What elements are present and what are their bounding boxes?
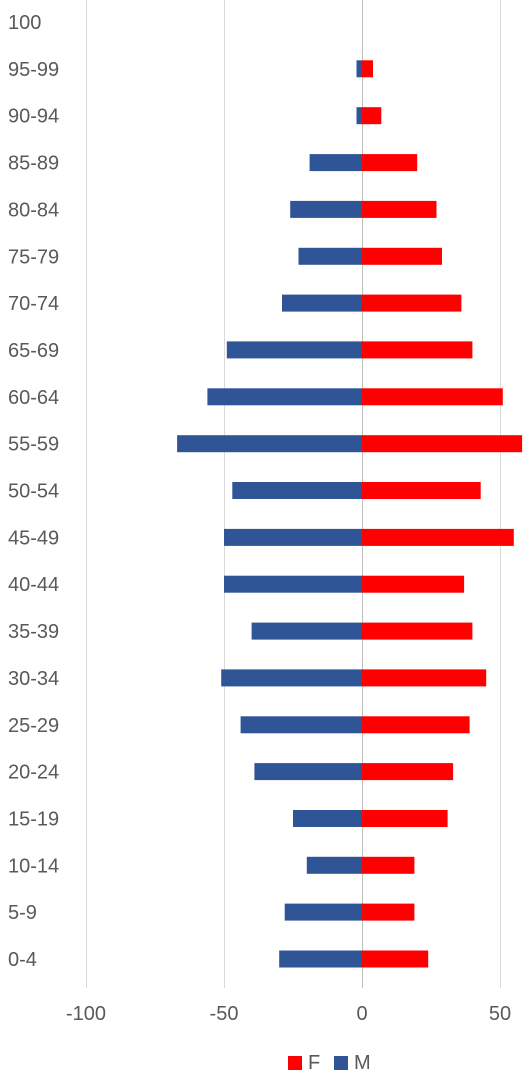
bar-m-95-99 xyxy=(356,60,362,78)
bar-m-15-19 xyxy=(293,810,362,827)
category-label: 60-64 xyxy=(8,387,59,409)
bar-m-25-29 xyxy=(240,716,362,734)
bar-f-70-74 xyxy=(362,294,462,312)
bar-f-80-84 xyxy=(362,200,437,218)
bar-f-25-29 xyxy=(362,716,470,734)
category-label: 15-19 xyxy=(8,809,59,831)
category-label: 30-34 xyxy=(8,668,59,690)
bar-f-15-19 xyxy=(362,810,448,827)
bar-m-70-74 xyxy=(282,294,362,312)
category-label: 10-14 xyxy=(8,855,59,877)
category-label: 20-24 xyxy=(8,762,59,784)
category-label: 75-79 xyxy=(8,246,59,268)
bar-m-80-84 xyxy=(290,200,362,218)
bar-f-45-49 xyxy=(362,528,514,546)
bar-f-10-14 xyxy=(362,856,415,874)
legend-label-f: F xyxy=(308,1052,320,1074)
bar-f-50-54 xyxy=(362,482,481,499)
category-label: 35-39 xyxy=(8,621,59,643)
bar-m-90-94 xyxy=(356,107,362,125)
bar-m-55-59 xyxy=(177,435,362,453)
category-label: 95-99 xyxy=(8,59,59,81)
bar-m-5-9 xyxy=(284,903,362,921)
x-tick-label: 50 xyxy=(489,1003,511,1025)
bar-f-90-94 xyxy=(362,107,382,125)
category-label: 0-4 xyxy=(8,949,37,971)
bar-f-5-9 xyxy=(362,903,415,921)
category-label: 45-49 xyxy=(8,527,59,549)
category-label: 85-89 xyxy=(8,153,59,175)
category-label: 25-29 xyxy=(8,715,59,737)
bar-m-75-79 xyxy=(298,247,362,265)
category-label: 70-74 xyxy=(8,293,59,315)
x-tick-label: -50 xyxy=(210,1003,239,1025)
legend-swatch-f xyxy=(288,1056,302,1070)
bar-m-10-14 xyxy=(306,856,362,874)
bar-m-20-24 xyxy=(254,763,362,781)
bar-f-60-64 xyxy=(362,388,503,406)
bar-f-35-39 xyxy=(362,622,473,640)
bar-m-50-54 xyxy=(232,482,362,499)
bar-m-60-64 xyxy=(207,388,362,406)
category-label: 90-94 xyxy=(8,106,59,128)
bar-f-95-99 xyxy=(362,60,373,78)
category-label: 40-44 xyxy=(8,574,59,596)
category-label: 5-9 xyxy=(8,902,37,924)
legend-swatch-m xyxy=(334,1056,348,1070)
bars xyxy=(177,60,523,968)
bar-f-20-24 xyxy=(362,763,454,781)
category-label: 55-59 xyxy=(8,434,59,456)
bar-m-85-89 xyxy=(309,154,362,172)
category-label: 100 xyxy=(8,12,41,34)
category-label: 50-54 xyxy=(8,481,59,503)
bar-f-40-44 xyxy=(362,575,465,593)
x-tick-label: 0 xyxy=(356,1003,367,1025)
x-tick-label: -100 xyxy=(66,1003,106,1025)
bar-f-65-69 xyxy=(362,341,473,359)
bar-m-65-69 xyxy=(226,341,362,359)
bar-m-0-4 xyxy=(279,950,362,968)
bar-f-85-89 xyxy=(362,154,418,172)
category-label: 80-84 xyxy=(8,199,59,221)
bar-f-30-34 xyxy=(362,669,487,687)
bar-f-55-59 xyxy=(362,435,523,453)
bar-f-75-79 xyxy=(362,247,442,265)
bar-m-40-44 xyxy=(224,575,362,593)
category-labels: 100 95-99 90-94 85-89 80-84 75-79 70-74 65-69 60… xyxy=(8,12,59,971)
bar-m-30-34 xyxy=(221,669,362,687)
bar-m-35-39 xyxy=(251,622,362,640)
x-tick-labels: -100 -50 0 50 xyxy=(66,1003,511,1025)
category-label: 65-69 xyxy=(8,340,59,362)
legend-label-m: M xyxy=(354,1052,371,1074)
bar-f-0-4 xyxy=(362,950,429,968)
bar-m-45-49 xyxy=(224,528,362,546)
